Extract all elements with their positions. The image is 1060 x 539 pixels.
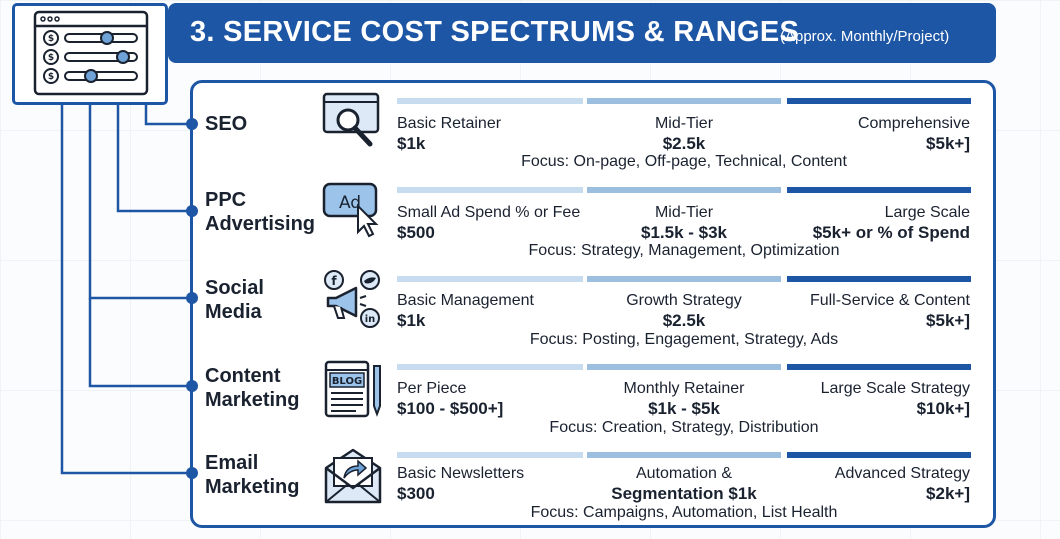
service-name-line: Marketing — [205, 476, 300, 498]
service-name-line: SEO — [205, 113, 248, 135]
tier-high: Comprehensive $5k+] — [857, 115, 970, 153]
svg-text:$: $ — [48, 53, 54, 63]
tier-high: Advanced Strategy $2k+] — [834, 465, 970, 503]
tier-basic: Basic Management $1k — [397, 292, 534, 330]
spectrum-bar-content — [397, 364, 971, 370]
service-label-social: Social Media — [205, 276, 264, 324]
tier-mid: Growth Strategy $2.5k — [626, 292, 742, 330]
focus-text: Focus: Posting, Engagement, Strategy, Ad… — [529, 331, 839, 348]
svg-text:in: in — [365, 314, 376, 325]
svg-text:$: $ — [48, 34, 54, 44]
tier-basic: Basic Newsletters $300 — [397, 465, 525, 503]
tier-high: Large Scale $5k+ or % of Spend — [812, 204, 970, 242]
pricing-sliders-icon: $ $ $ — [12, 3, 168, 105]
page-subtitle: (Approx. Monthly/Project) — [780, 28, 950, 45]
tier-mid: Automation & Segmentation $1k — [611, 465, 757, 503]
focus-text: Focus: Strategy, Management, Optimizatio… — [528, 242, 840, 259]
ad-click-icon: Ad — [322, 180, 386, 245]
service-label-ppc: PPC Advertising — [205, 188, 315, 236]
tier-basic: Per Piece $100 - $500+] — [397, 380, 504, 418]
service-label-content: Content Marketing — [205, 364, 299, 412]
magnifier-icon — [322, 92, 384, 155]
envelope-forward-icon — [322, 446, 384, 511]
tier-high: Full-Service & Content $5k+] — [809, 292, 970, 330]
svg-text:Ad: Ad — [339, 193, 361, 213]
service-name-line: Social — [205, 277, 264, 299]
service-label-email: Email Marketing — [205, 451, 299, 499]
service-name-line: Email — [205, 452, 259, 474]
spectrum-bar-email — [397, 452, 971, 458]
svg-text:f: f — [331, 274, 337, 288]
tier-mid: Mid-Tier $2.5k — [654, 115, 714, 153]
tier-high: Large Scale Strategy $10k+] — [820, 380, 970, 418]
focus-text: Focus: On-page, Off-page, Technical, Con… — [521, 153, 847, 170]
focus-text: Focus: Campaigns, Automation, List Healt… — [530, 504, 838, 521]
spectrum-bar-seo — [397, 98, 971, 104]
spectrum-bar-ppc — [397, 187, 971, 193]
service-name-line: Content — [205, 365, 281, 387]
tier-mid: Mid-Tier $1.5k - $3k — [640, 204, 727, 242]
service-name-line: PPC — [205, 189, 247, 211]
tier-basic: Small Ad Spend % or Fee $500 — [397, 204, 581, 242]
sliders-window-icon: $ $ $ — [33, 10, 149, 96]
spectrum-bar-social — [397, 276, 971, 282]
service-name-line: Media — [205, 301, 262, 323]
focus-text: Focus: Creation, Strategy, Distribution — [549, 419, 819, 436]
megaphone-social-icon: f in — [322, 268, 384, 335]
page-title: 3. SERVICE COST SPECTRUMS & RANGES — [190, 16, 800, 48]
blog-document-icon: BLOG — [324, 358, 386, 425]
service-label-seo: SEO — [205, 112, 247, 136]
service-name-line: Marketing — [205, 389, 300, 411]
tier-mid: Monthly Retainer $1k - $5k — [623, 380, 745, 418]
tier-basic: Basic Retainer $1k — [397, 115, 502, 153]
service-name-line: Advertising — [205, 213, 316, 235]
svg-text:$: $ — [48, 72, 54, 82]
title-banner: 3. SERVICE COST SPECTRUMS & RANGES (Appr… — [168, 3, 996, 63]
svg-text:BLOG: BLOG — [332, 376, 362, 387]
